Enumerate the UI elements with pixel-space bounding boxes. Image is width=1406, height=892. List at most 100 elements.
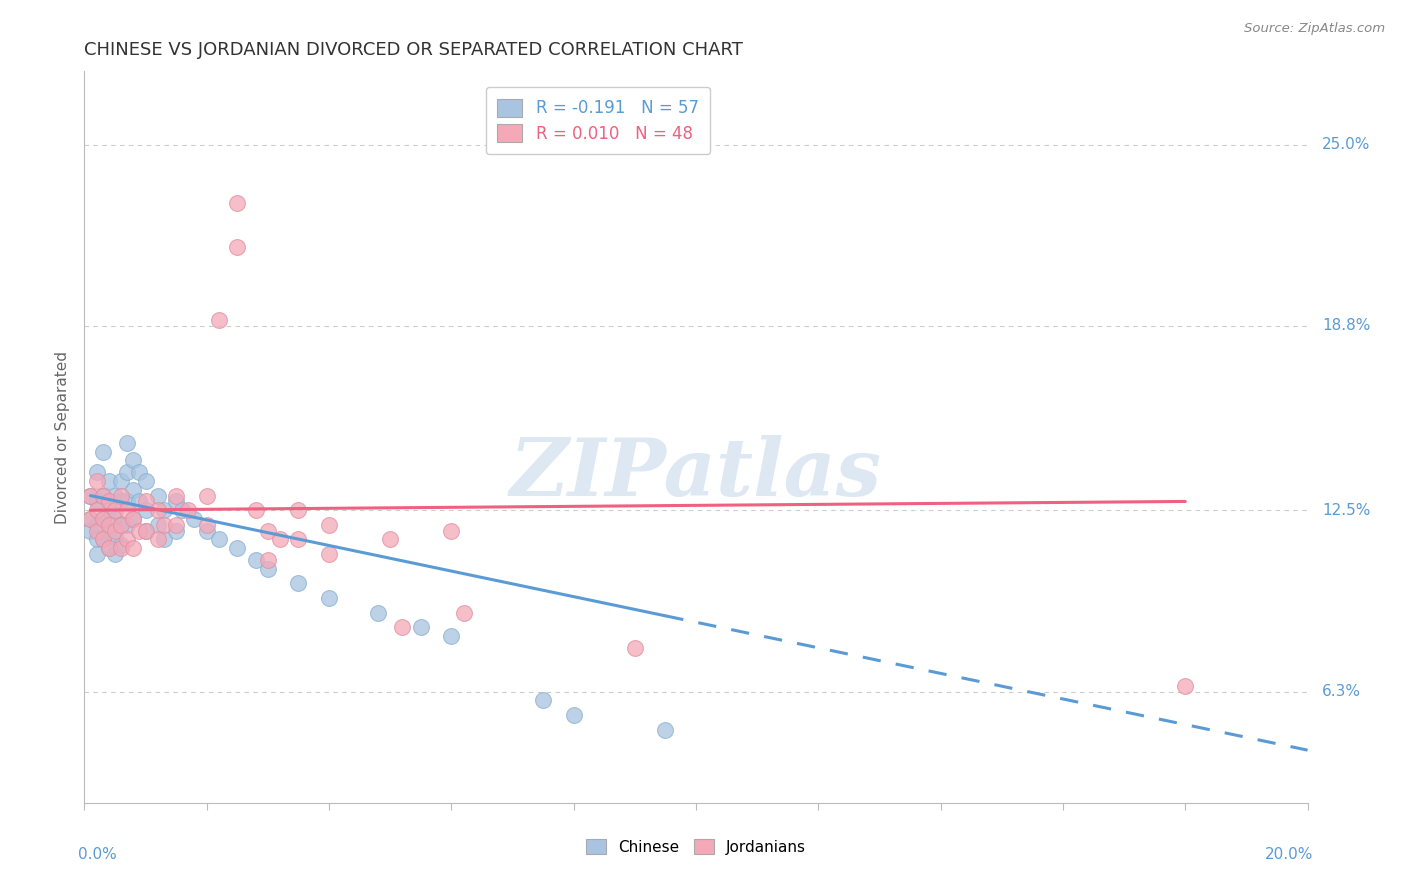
Point xyxy=(122,512,145,526)
Point xyxy=(257,524,280,538)
Point xyxy=(135,474,157,488)
Point xyxy=(110,517,132,532)
Point xyxy=(1174,679,1197,693)
Point xyxy=(165,517,187,532)
Point xyxy=(86,474,108,488)
Point xyxy=(453,606,475,620)
Point xyxy=(110,538,132,552)
Point xyxy=(91,489,114,503)
Point xyxy=(165,524,187,538)
Point xyxy=(318,591,340,605)
Point xyxy=(208,533,231,547)
Point xyxy=(91,533,114,547)
Text: 12.5%: 12.5% xyxy=(1322,503,1371,517)
Point xyxy=(128,524,150,538)
Text: 18.8%: 18.8% xyxy=(1322,318,1371,334)
Text: 0.0%: 0.0% xyxy=(79,847,117,862)
Point xyxy=(440,524,463,538)
Point xyxy=(104,530,127,544)
Point xyxy=(146,533,169,547)
Text: 20.0%: 20.0% xyxy=(1265,847,1313,862)
Point xyxy=(79,489,101,503)
Point xyxy=(165,489,187,503)
Point xyxy=(91,512,114,526)
Point xyxy=(122,541,145,556)
Point xyxy=(128,494,150,508)
Point xyxy=(110,494,132,508)
Point xyxy=(86,517,108,532)
Point xyxy=(172,503,194,517)
Point xyxy=(110,541,132,556)
Point xyxy=(110,517,132,532)
Point xyxy=(226,196,249,211)
Point xyxy=(245,553,267,567)
Point xyxy=(104,489,127,503)
Point xyxy=(153,503,176,517)
Point xyxy=(97,541,120,556)
Point xyxy=(91,489,114,503)
Point xyxy=(287,576,309,591)
Point xyxy=(318,517,340,532)
Point xyxy=(115,517,138,532)
Point xyxy=(122,453,145,467)
Point xyxy=(97,517,120,532)
Point xyxy=(287,503,309,517)
Point xyxy=(115,503,138,517)
Point xyxy=(269,533,291,547)
Point xyxy=(104,524,127,538)
Point xyxy=(153,533,176,547)
Point xyxy=(79,512,101,526)
Point xyxy=(86,533,108,547)
Point xyxy=(146,489,169,503)
Point xyxy=(115,465,138,479)
Point xyxy=(245,503,267,517)
Point xyxy=(91,512,114,526)
Point xyxy=(97,494,120,508)
Point xyxy=(135,494,157,508)
Point xyxy=(367,606,389,620)
Text: 25.0%: 25.0% xyxy=(1322,137,1371,152)
Point xyxy=(135,503,157,517)
Point xyxy=(79,512,101,526)
Point xyxy=(195,524,218,538)
Point xyxy=(97,541,120,556)
Point xyxy=(440,629,463,643)
Point xyxy=(86,524,108,538)
Y-axis label: Divorced or Separated: Divorced or Separated xyxy=(55,351,70,524)
Point xyxy=(79,489,101,503)
Point xyxy=(624,640,647,655)
Point xyxy=(135,524,157,538)
Point xyxy=(257,562,280,576)
Point xyxy=(208,313,231,327)
Point xyxy=(122,512,145,526)
Point xyxy=(104,512,127,526)
Legend: Chinese, Jordanians: Chinese, Jordanians xyxy=(579,833,813,861)
Point xyxy=(97,503,120,517)
Text: 6.3%: 6.3% xyxy=(1322,684,1361,699)
Text: Source: ZipAtlas.com: Source: ZipAtlas.com xyxy=(1244,22,1385,36)
Point xyxy=(110,474,132,488)
Text: CHINESE VS JORDANIAN DIVORCED OR SEPARATED CORRELATION CHART: CHINESE VS JORDANIAN DIVORCED OR SEPARAT… xyxy=(84,41,744,59)
Point xyxy=(562,708,585,723)
Point xyxy=(115,494,138,508)
Point xyxy=(177,503,200,517)
Point xyxy=(226,541,249,556)
Point xyxy=(97,474,120,488)
Point xyxy=(318,547,340,561)
Point xyxy=(165,494,187,508)
Point xyxy=(104,547,127,561)
Point xyxy=(86,465,108,479)
Point xyxy=(79,524,101,538)
Text: ZIPatlas: ZIPatlas xyxy=(510,435,882,512)
Point xyxy=(104,503,127,517)
Point xyxy=(153,517,176,532)
Point xyxy=(195,517,218,532)
Point xyxy=(86,547,108,561)
Point xyxy=(86,494,108,508)
Point xyxy=(97,524,120,538)
Point xyxy=(146,503,169,517)
Point xyxy=(287,533,309,547)
Point xyxy=(226,240,249,254)
Point xyxy=(257,553,280,567)
Point xyxy=(122,483,145,497)
